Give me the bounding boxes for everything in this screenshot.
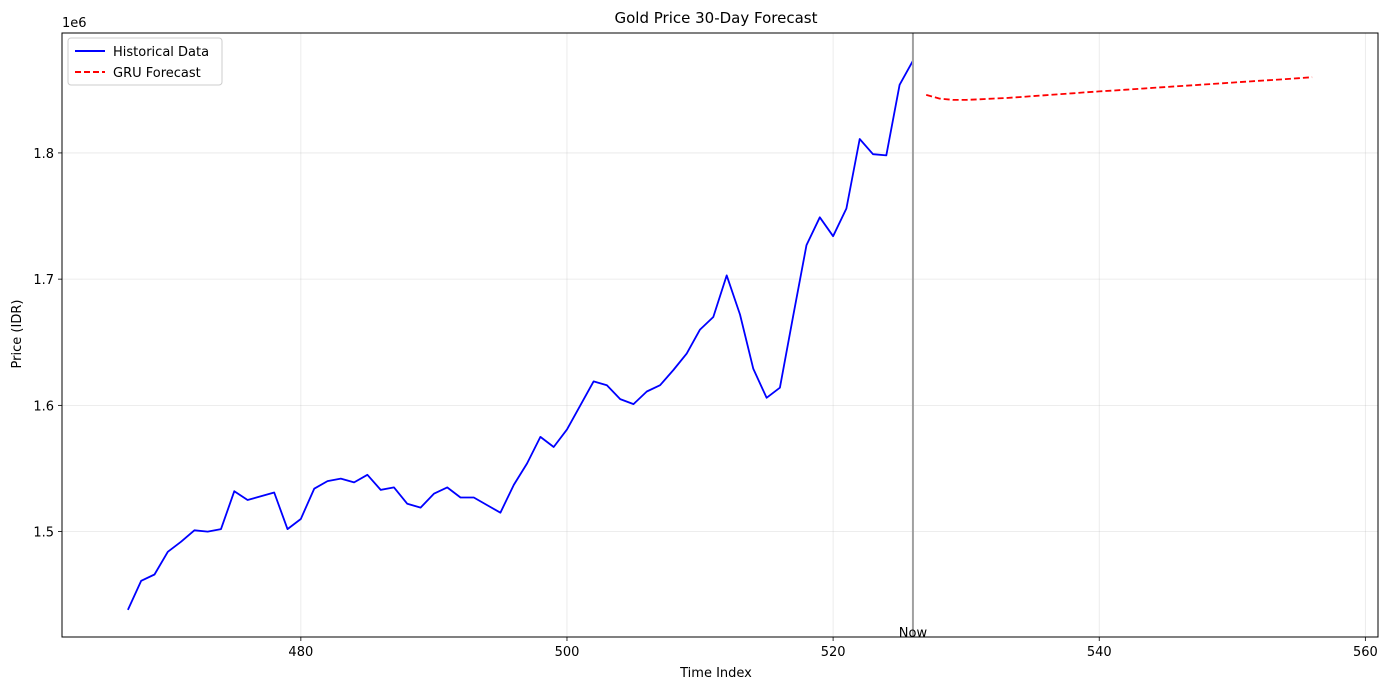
chart-title: Gold Price 30-Day Forecast: [615, 9, 818, 27]
y-tick-label: 1.5: [33, 526, 54, 541]
now-marker-label: Now: [899, 626, 928, 641]
x-axis-label: Time Index: [679, 666, 752, 681]
y-axis-label: Price (IDR): [10, 300, 25, 369]
y-offset-label: 1e6: [62, 16, 87, 31]
x-tick-label: 560: [1353, 645, 1378, 660]
legend: Historical Data GRU Forecast: [67, 37, 223, 86]
grid-layer: [62, 33, 1378, 637]
x-tick-label: 480: [288, 645, 313, 660]
tick-layer: 480 500 520 540 560 1.5 1.6 1.7 1.8: [33, 147, 1377, 660]
legend-label-historical: Historical Data: [113, 45, 209, 60]
legend-label-forecast: GRU Forecast: [113, 66, 201, 81]
legend-box: [67, 37, 223, 86]
y-tick-label: 1.8: [33, 147, 54, 162]
x-tick-label: 500: [555, 645, 580, 660]
y-tick-label: 1.7: [33, 273, 54, 288]
plot-area-frame: [61, 32, 1379, 638]
x-tick-label: 520: [821, 645, 846, 660]
historical-data-line: [127, 60, 914, 611]
series-layer: [127, 60, 1313, 611]
gru-forecast-line: [925, 76, 1313, 101]
x-tick-label: 540: [1087, 645, 1112, 660]
y-tick-label: 1.6: [33, 399, 54, 414]
